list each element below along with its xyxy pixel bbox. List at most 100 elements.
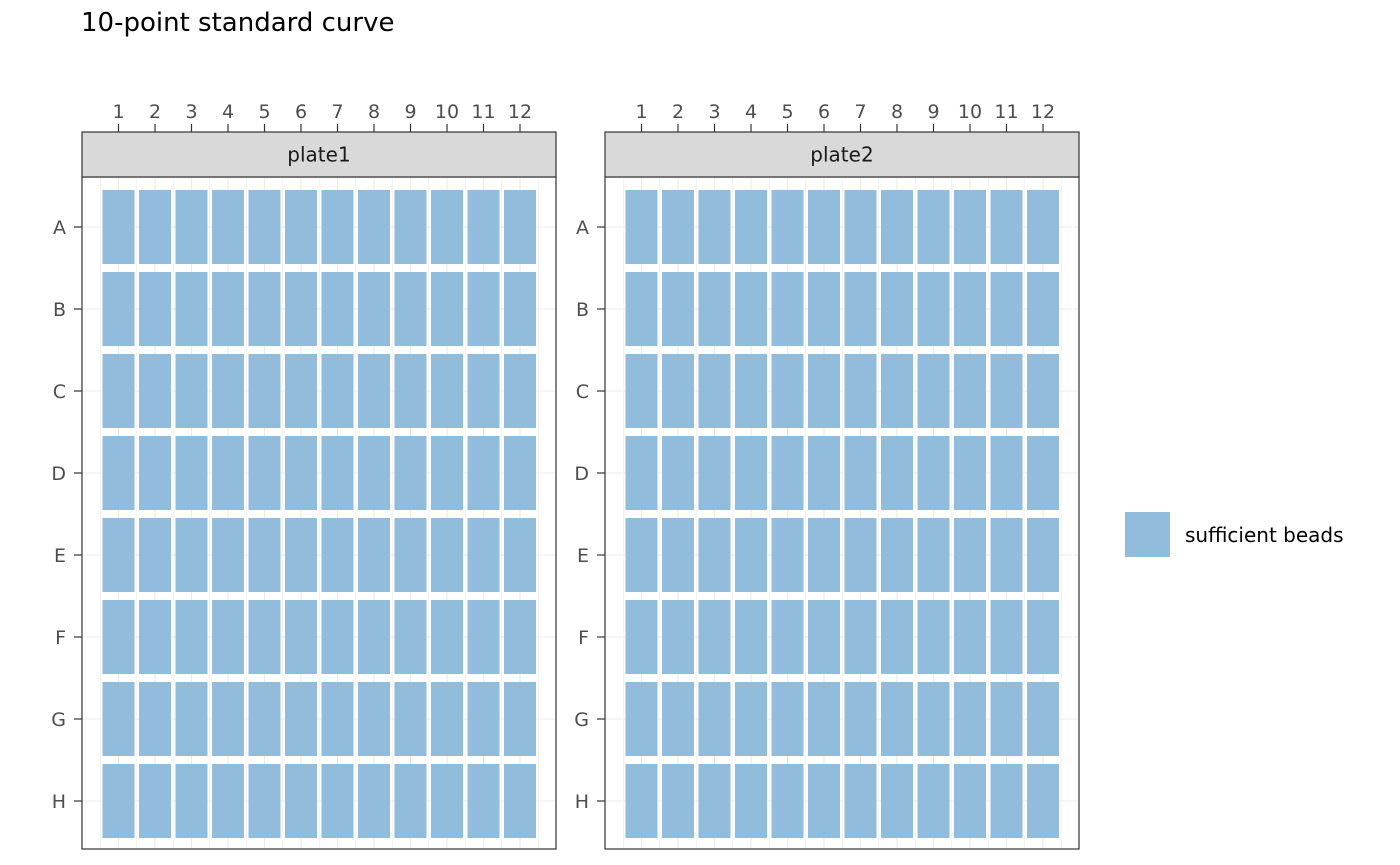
well-tile-plate1-F7 bbox=[321, 600, 354, 674]
y-tick-label: G bbox=[51, 709, 66, 731]
x-tick-label: 3 bbox=[708, 101, 720, 123]
well-tile-plate2-D8 bbox=[881, 436, 913, 510]
well-tile-plate2-A2 bbox=[662, 190, 694, 264]
well-tile-plate2-F7 bbox=[844, 600, 877, 674]
well-tile-plate2-F12 bbox=[1027, 600, 1059, 674]
x-tick-label: 10 bbox=[958, 101, 982, 123]
well-tile-plate1-G2 bbox=[139, 682, 171, 756]
x-tick-label: 7 bbox=[331, 101, 343, 123]
well-tile-plate1-D6 bbox=[285, 436, 317, 510]
well-tile-plate1-H1 bbox=[102, 764, 135, 838]
well-tile-plate1-E10 bbox=[431, 518, 463, 592]
x-tick-label: 10 bbox=[435, 101, 459, 123]
well-tile-plate2-E10 bbox=[954, 518, 986, 592]
well-tile-plate2-H4 bbox=[735, 764, 767, 838]
well-tile-plate2-G1 bbox=[625, 682, 658, 756]
well-tile-plate1-F8 bbox=[358, 600, 390, 674]
well-tile-plate1-C8 bbox=[358, 354, 390, 428]
x-tick-label: 12 bbox=[1031, 101, 1055, 123]
well-tile-plate1-G9 bbox=[394, 682, 427, 756]
well-tile-plate1-F4 bbox=[212, 600, 244, 674]
well-tile-plate2-G2 bbox=[662, 682, 694, 756]
well-tile-plate2-B5 bbox=[771, 272, 804, 346]
well-tile-plate2-A6 bbox=[808, 190, 840, 264]
well-tile-plate2-C8 bbox=[881, 354, 913, 428]
well-tile-plate2-E12 bbox=[1027, 518, 1059, 592]
well-tile-plate1-B6 bbox=[285, 272, 317, 346]
well-tile-plate1-H4 bbox=[212, 764, 244, 838]
well-tile-plate2-C2 bbox=[662, 354, 694, 428]
y-tick-label: A bbox=[53, 217, 66, 239]
well-tile-plate2-A3 bbox=[698, 190, 731, 264]
well-tile-plate1-C4 bbox=[212, 354, 244, 428]
well-tile-plate1-A8 bbox=[358, 190, 390, 264]
well-tile-plate1-D11 bbox=[467, 436, 500, 510]
well-tile-plate2-H1 bbox=[625, 764, 658, 838]
well-tile-plate2-H2 bbox=[662, 764, 694, 838]
well-tile-plate2-G7 bbox=[844, 682, 877, 756]
well-tile-plate1-F6 bbox=[285, 600, 317, 674]
well-tile-plate1-H5 bbox=[248, 764, 281, 838]
well-tile-plate1-H2 bbox=[139, 764, 171, 838]
x-tick-label: 8 bbox=[368, 101, 380, 123]
well-tile-plate2-C3 bbox=[698, 354, 731, 428]
x-tick-label: 1 bbox=[112, 101, 124, 123]
well-tile-plate2-E7 bbox=[844, 518, 877, 592]
well-tile-plate1-D9 bbox=[394, 436, 427, 510]
well-tile-plate2-E3 bbox=[698, 518, 731, 592]
well-tile-plate2-B2 bbox=[662, 272, 694, 346]
well-tile-plate2-G4 bbox=[735, 682, 767, 756]
well-tile-plate1-G12 bbox=[504, 682, 536, 756]
well-tile-plate1-D3 bbox=[175, 436, 208, 510]
well-tile-plate2-D12 bbox=[1027, 436, 1059, 510]
well-tile-plate1-A4 bbox=[212, 190, 244, 264]
well-tile-plate1-D7 bbox=[321, 436, 354, 510]
well-tile-plate1-G4 bbox=[212, 682, 244, 756]
facet-strip-label: plate1 bbox=[287, 143, 350, 167]
y-tick-label: G bbox=[574, 709, 589, 731]
x-tick-label: 1 bbox=[635, 101, 647, 123]
well-tile-plate1-D5 bbox=[248, 436, 281, 510]
well-tile-plate2-G3 bbox=[698, 682, 731, 756]
well-tile-plate2-F1 bbox=[625, 600, 658, 674]
well-tile-plate2-E8 bbox=[881, 518, 913, 592]
well-tile-plate2-H11 bbox=[990, 764, 1023, 838]
well-tile-plate1-E9 bbox=[394, 518, 427, 592]
well-tile-plate2-H12 bbox=[1027, 764, 1059, 838]
well-tile-plate2-B4 bbox=[735, 272, 767, 346]
well-tile-plate2-F9 bbox=[917, 600, 950, 674]
y-tick-label: E bbox=[577, 545, 589, 567]
well-tile-plate2-F8 bbox=[881, 600, 913, 674]
well-tile-plate1-G8 bbox=[358, 682, 390, 756]
y-tick-label: E bbox=[54, 545, 66, 567]
x-tick-label: 6 bbox=[295, 101, 307, 123]
well-tile-plate2-H6 bbox=[808, 764, 840, 838]
well-tile-plate2-D6 bbox=[808, 436, 840, 510]
well-tile-plate1-H10 bbox=[431, 764, 463, 838]
x-tick-label: 4 bbox=[222, 101, 234, 123]
well-tile-plate2-H8 bbox=[881, 764, 913, 838]
well-tile-plate1-F1 bbox=[102, 600, 135, 674]
well-tile-plate2-D11 bbox=[990, 436, 1023, 510]
well-tile-plate2-A1 bbox=[625, 190, 658, 264]
well-tile-plate1-G1 bbox=[102, 682, 135, 756]
well-tile-plate1-A10 bbox=[431, 190, 463, 264]
well-tile-plate1-G7 bbox=[321, 682, 354, 756]
well-tile-plate2-C1 bbox=[625, 354, 658, 428]
well-tile-plate2-E11 bbox=[990, 518, 1023, 592]
facet-strip bbox=[604, 131, 1080, 178]
y-tick-label: F bbox=[55, 627, 66, 649]
well-tile-plate1-G11 bbox=[467, 682, 500, 756]
well-tile-plate2-A11 bbox=[990, 190, 1023, 264]
well-tile-plate2-F5 bbox=[771, 600, 804, 674]
well-tile-plate2-A12 bbox=[1027, 190, 1059, 264]
well-tile-plate1-G10 bbox=[431, 682, 463, 756]
well-tile-plate1-B4 bbox=[212, 272, 244, 346]
legend-key bbox=[1125, 512, 1170, 557]
y-tick-label: D bbox=[574, 463, 589, 485]
x-tick-label: 4 bbox=[745, 101, 757, 123]
y-tick-label: H bbox=[575, 791, 589, 813]
well-tile-plate2-A7 bbox=[844, 190, 877, 264]
x-tick-label: 6 bbox=[818, 101, 830, 123]
well-tile-plate2-B12 bbox=[1027, 272, 1059, 346]
